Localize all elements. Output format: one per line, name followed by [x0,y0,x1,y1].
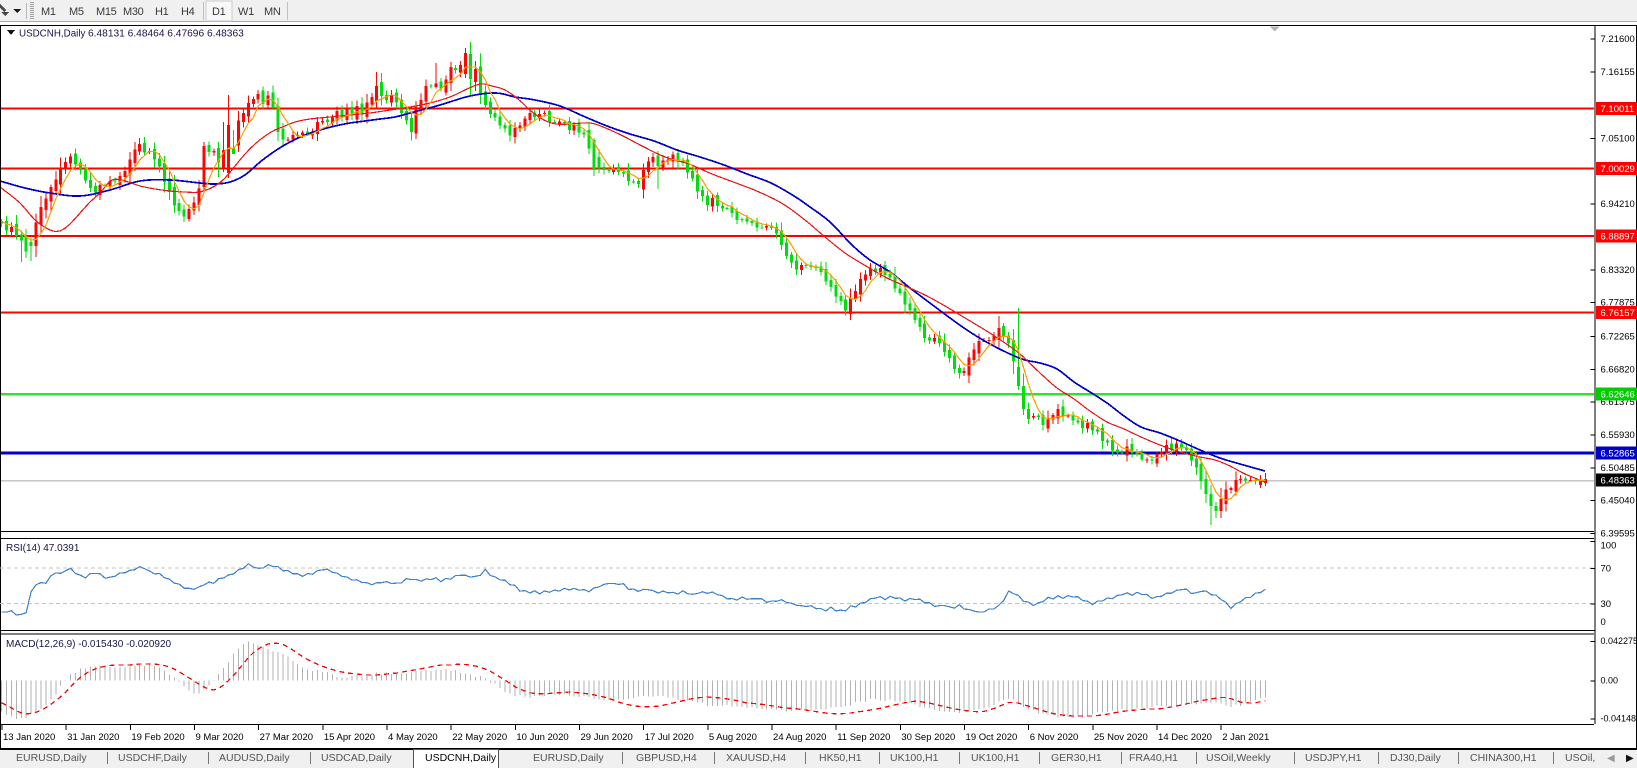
svg-text:M1: M1 [41,6,56,18]
svg-text:6.72265: 6.72265 [1601,332,1635,343]
svg-text:6.50485: 6.50485 [1601,463,1635,474]
svg-text:6.48131 6.48464 6.47696 6.4836: 6.48131 6.48464 6.47696 6.48363 [88,29,244,40]
svg-text:0.00: 0.00 [1601,676,1619,686]
svg-text:29 Jun 2020: 29 Jun 2020 [581,732,633,743]
svg-text:6.55930: 6.55930 [1601,430,1635,441]
svg-text:100: 100 [1601,541,1617,552]
svg-text:6.88897: 6.88897 [1601,231,1635,242]
svg-text:6.52865: 6.52865 [1601,449,1635,460]
svg-text:19 Oct 2020: 19 Oct 2020 [966,732,1018,743]
svg-text:6.45040: 6.45040 [1601,496,1635,507]
svg-text:13 Jan 2020: 13 Jan 2020 [3,732,55,743]
svg-text:M30: M30 [123,6,144,18]
svg-text:7.16155: 7.16155 [1601,67,1635,78]
svg-text:6.62646: 6.62646 [1601,390,1635,401]
svg-text:11 Sep 2020: 11 Sep 2020 [837,732,890,743]
svg-text:2 Jan 2021: 2 Jan 2021 [1222,732,1269,743]
svg-text:MN: MN [264,6,281,18]
svg-text:H4: H4 [181,6,195,18]
svg-text:6 Nov 2020: 6 Nov 2020 [1030,732,1079,743]
svg-text:24 Aug 2020: 24 Aug 2020 [773,732,826,743]
svg-text:6.76157: 6.76157 [1601,308,1635,319]
svg-text:22 May 2020: 22 May 2020 [452,732,507,743]
svg-text:70: 70 [1601,563,1612,574]
svg-text:M15: M15 [96,6,117,18]
svg-text:6.66820: 6.66820 [1601,364,1635,375]
svg-text:USDCNH,Daily: USDCNH,Daily [19,29,86,40]
svg-text:H1: H1 [155,6,169,18]
svg-text:-0.04148: -0.04148 [1601,714,1637,724]
svg-text:7.10011: 7.10011 [1601,104,1635,115]
svg-text:30: 30 [1601,599,1612,610]
svg-text:31 Jan 2020: 31 Jan 2020 [67,732,119,743]
svg-text:D1: D1 [212,6,226,18]
svg-text:17 Jul 2020: 17 Jul 2020 [645,732,694,743]
svg-text:4 May 2020: 4 May 2020 [388,732,438,743]
svg-text:W1: W1 [238,6,254,18]
svg-text:6.48363: 6.48363 [1601,476,1635,487]
svg-text:14 Dec 2020: 14 Dec 2020 [1158,732,1212,743]
svg-text:9 Mar 2020: 9 Mar 2020 [196,732,244,743]
svg-text:27 Mar 2020: 27 Mar 2020 [260,732,313,743]
svg-text:19 Feb 2020: 19 Feb 2020 [131,732,184,743]
svg-text:7.00029: 7.00029 [1601,164,1635,175]
svg-text:6.77875: 6.77875 [1601,298,1635,309]
svg-text:6.39595: 6.39595 [1601,529,1635,540]
svg-text:25 Nov 2020: 25 Nov 2020 [1094,732,1148,743]
svg-text:10 Jun 2020: 10 Jun 2020 [516,732,568,743]
svg-text:7.05100: 7.05100 [1601,134,1635,145]
svg-text:0: 0 [1601,617,1606,628]
svg-text:6.61375: 6.61375 [1601,397,1635,408]
svg-text:6.94210: 6.94210 [1601,199,1635,210]
svg-text:30 Sep 2020: 30 Sep 2020 [901,732,955,743]
svg-text:M5: M5 [69,6,84,18]
svg-text:6.83320: 6.83320 [1601,265,1635,276]
svg-text:0.042275: 0.042275 [1601,636,1637,646]
svg-text:7.21600: 7.21600 [1601,34,1635,45]
svg-text:15 Apr 2020: 15 Apr 2020 [324,732,375,743]
svg-text:RSI(14) 47.0391: RSI(14) 47.0391 [6,543,80,554]
svg-text:MACD(12,26,9) -0.015430 -0.020: MACD(12,26,9) -0.015430 -0.020920 [6,639,172,650]
svg-text:5 Aug 2020: 5 Aug 2020 [709,732,757,743]
